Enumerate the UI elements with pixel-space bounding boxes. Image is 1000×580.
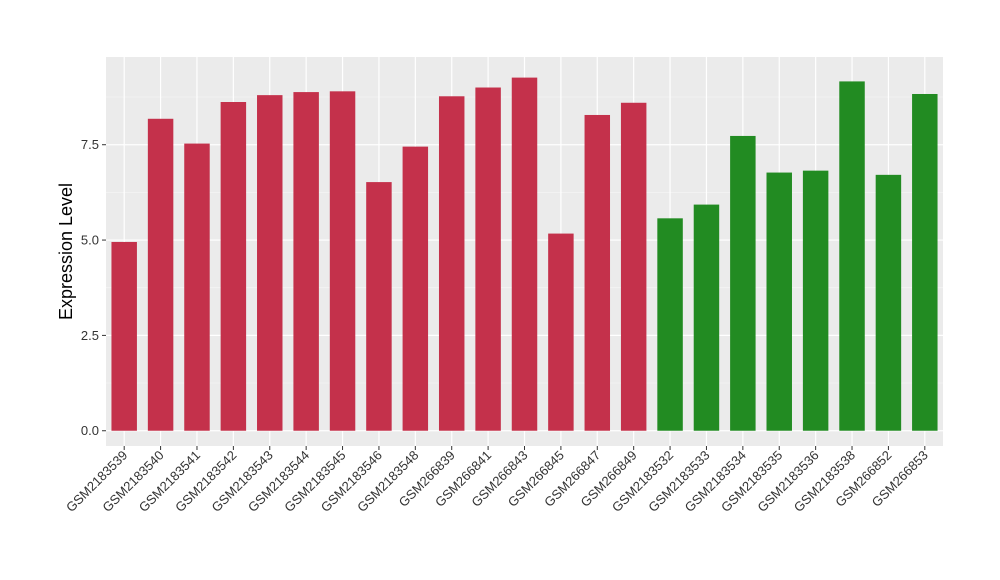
bar-GSM2183548: [402, 146, 429, 431]
bar-GSM2183539: [111, 241, 137, 431]
y-axis: 0.0 2.5 5.0 7.5: [81, 137, 106, 438]
bar-GSM266839: [438, 96, 465, 431]
bar-GSM2183534: [730, 135, 756, 431]
bar-GSM2183543: [257, 95, 283, 431]
y-axis-title: Expression Level: [56, 183, 76, 320]
bar-GSM266852: [875, 174, 902, 431]
x-tick-label: GSM2183539: [63, 448, 130, 515]
bar-GSM2183546: [366, 182, 392, 431]
bar-GSM2183542: [220, 102, 247, 431]
bar-GSM2183533: [693, 204, 720, 431]
bar-GSM2183544: [293, 92, 319, 431]
bar-GSM266845: [548, 233, 574, 431]
y-tick-label: 5.0: [81, 233, 99, 248]
bar-GSM266849: [620, 102, 647, 431]
bars: [111, 77, 938, 431]
bar-GSM2183538: [839, 81, 865, 431]
bar-GSM266843: [511, 77, 538, 431]
bar-GSM2183532: [657, 218, 683, 431]
bar-GSM2183541: [184, 143, 210, 431]
bar-GSM2183536: [802, 170, 829, 431]
bar-GSM266841: [475, 87, 501, 431]
y-tick-label: 0.0: [81, 423, 99, 438]
bar-GSM2183545: [329, 91, 356, 431]
y-tick-label: 7.5: [81, 137, 99, 152]
bar-GSM266853: [912, 93, 938, 431]
bar-GSM2183540: [147, 118, 174, 431]
x-axis: GSM2183539GSM2183540GSM2183541GSM2183542…: [63, 446, 931, 515]
bar-GSM2183535: [766, 172, 792, 431]
y-tick-label: 2.5: [81, 328, 99, 343]
bar-GSM266847: [584, 114, 611, 431]
